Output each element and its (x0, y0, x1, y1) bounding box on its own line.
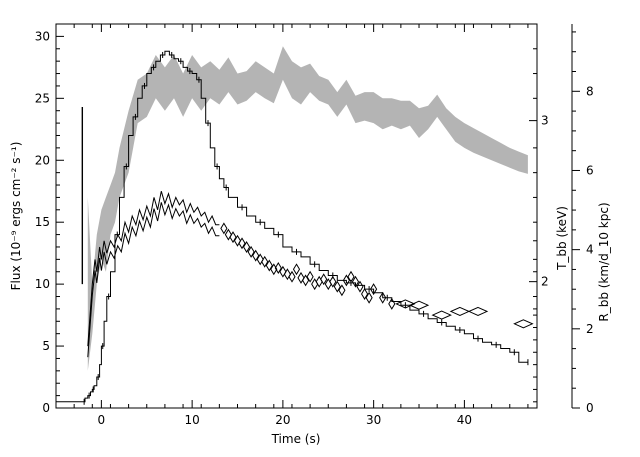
temperature-diamond (388, 297, 396, 310)
y-right-outer-axis: 0 2 4 6 8 (571, 24, 594, 415)
temperature-diamond (329, 275, 337, 288)
temperature-diamond (361, 288, 369, 300)
temperature-diamond (395, 299, 416, 309)
temperature-diamond (342, 274, 350, 287)
flux-step-layer (56, 50, 529, 405)
temperature-diamond (256, 253, 264, 266)
temperature-diamond (265, 259, 273, 272)
temperature-diamond (224, 228, 232, 241)
temperature-diamond (220, 222, 228, 235)
temperature-diamond (408, 300, 430, 310)
temperature-diamond (243, 241, 251, 253)
radius-band-layer (87, 46, 528, 371)
y-left-tick-label: 10 (35, 277, 50, 291)
x-tick-label: 20 (275, 413, 290, 427)
temperature-diamond (449, 306, 471, 316)
y-left-axis-label: Flux (10⁻⁹ ergs cm⁻² s⁻¹) (9, 142, 23, 291)
temperature-diamond (320, 273, 328, 286)
x-axis-label: Time (s) (271, 432, 321, 446)
y-left-tick-label: 30 (35, 29, 50, 43)
temperature-diamond (467, 306, 489, 316)
temperature-diamond (238, 237, 246, 250)
temperature-diamond (356, 280, 364, 293)
temperature-line-layer (87, 191, 220, 358)
temperature-diamond (229, 231, 237, 244)
plot-frame (55, 23, 538, 409)
temperature-diamond (351, 275, 360, 288)
temperature-diamond (252, 249, 260, 262)
temperature-diamond (247, 245, 255, 258)
temperature-diamond (513, 319, 534, 329)
temperature-diamond (302, 274, 310, 287)
y-right-inner-axis-label: T_bb (keV) (555, 206, 569, 271)
y-left-tick-label: 5 (42, 339, 50, 353)
y-right-outer-tick-label: 4 (586, 243, 594, 257)
y-right-inner-tick-label: 3 (541, 114, 549, 128)
temperature-diamond (370, 283, 378, 296)
temperature-line-lower (87, 202, 220, 358)
y-left-tick-label: 15 (35, 215, 50, 229)
y-right-outer-tick-label: 6 (586, 163, 594, 177)
temperature-diamond (306, 270, 314, 283)
x-tick-label: 40 (457, 413, 472, 427)
radius-band (87, 46, 528, 371)
temperature-diamond (283, 268, 291, 281)
x-tick-label: 10 (184, 413, 199, 427)
y-right-outer-tick-label: 2 (586, 322, 594, 336)
temperature-diamond (274, 262, 282, 274)
temperature-diamond (279, 265, 287, 278)
temperature-diamond (347, 270, 355, 283)
y-left-tick-label: 20 (35, 153, 50, 167)
y-right-outer-tick-label: 8 (586, 84, 594, 98)
y-left-axis-ticks: 0 5 10 15 20 25 30 (35, 29, 64, 415)
temperature-diamond (261, 255, 269, 268)
x-tick-label: 0 (98, 413, 106, 427)
temperature-diamond (288, 270, 296, 283)
temperature-diamonds-layer (220, 222, 534, 329)
temperature-diamond (379, 291, 387, 304)
x-axis-ticks: 0 10 20 30 40 (55, 24, 529, 427)
temperature-diamond (338, 284, 346, 297)
y-right-inner-axis-ticks: 23 (529, 48, 549, 403)
y-left-tick-label: 0 (42, 401, 50, 415)
y-right-outer-axis-label: R_bb (km/d_10 kpc) (597, 202, 611, 321)
temperature-diamond (431, 310, 452, 320)
y-left-tick-label: 25 (35, 91, 50, 105)
temperature-diamond (297, 271, 305, 284)
y-right-inner-tick-label: 2 (541, 275, 549, 289)
temperature-diamond (292, 263, 301, 276)
y-right-outer-tick-label: 0 (586, 401, 594, 415)
temperature-line (87, 191, 220, 347)
temperature-diamond (365, 291, 373, 304)
x-tick-label: 30 (366, 413, 381, 427)
temperature-diamond (333, 280, 341, 293)
flux-line (56, 50, 528, 403)
temperature-diamond (233, 234, 242, 247)
